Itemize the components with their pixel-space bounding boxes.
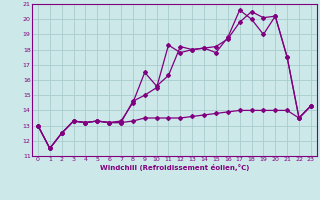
X-axis label: Windchill (Refroidissement éolien,°C): Windchill (Refroidissement éolien,°C) <box>100 164 249 171</box>
